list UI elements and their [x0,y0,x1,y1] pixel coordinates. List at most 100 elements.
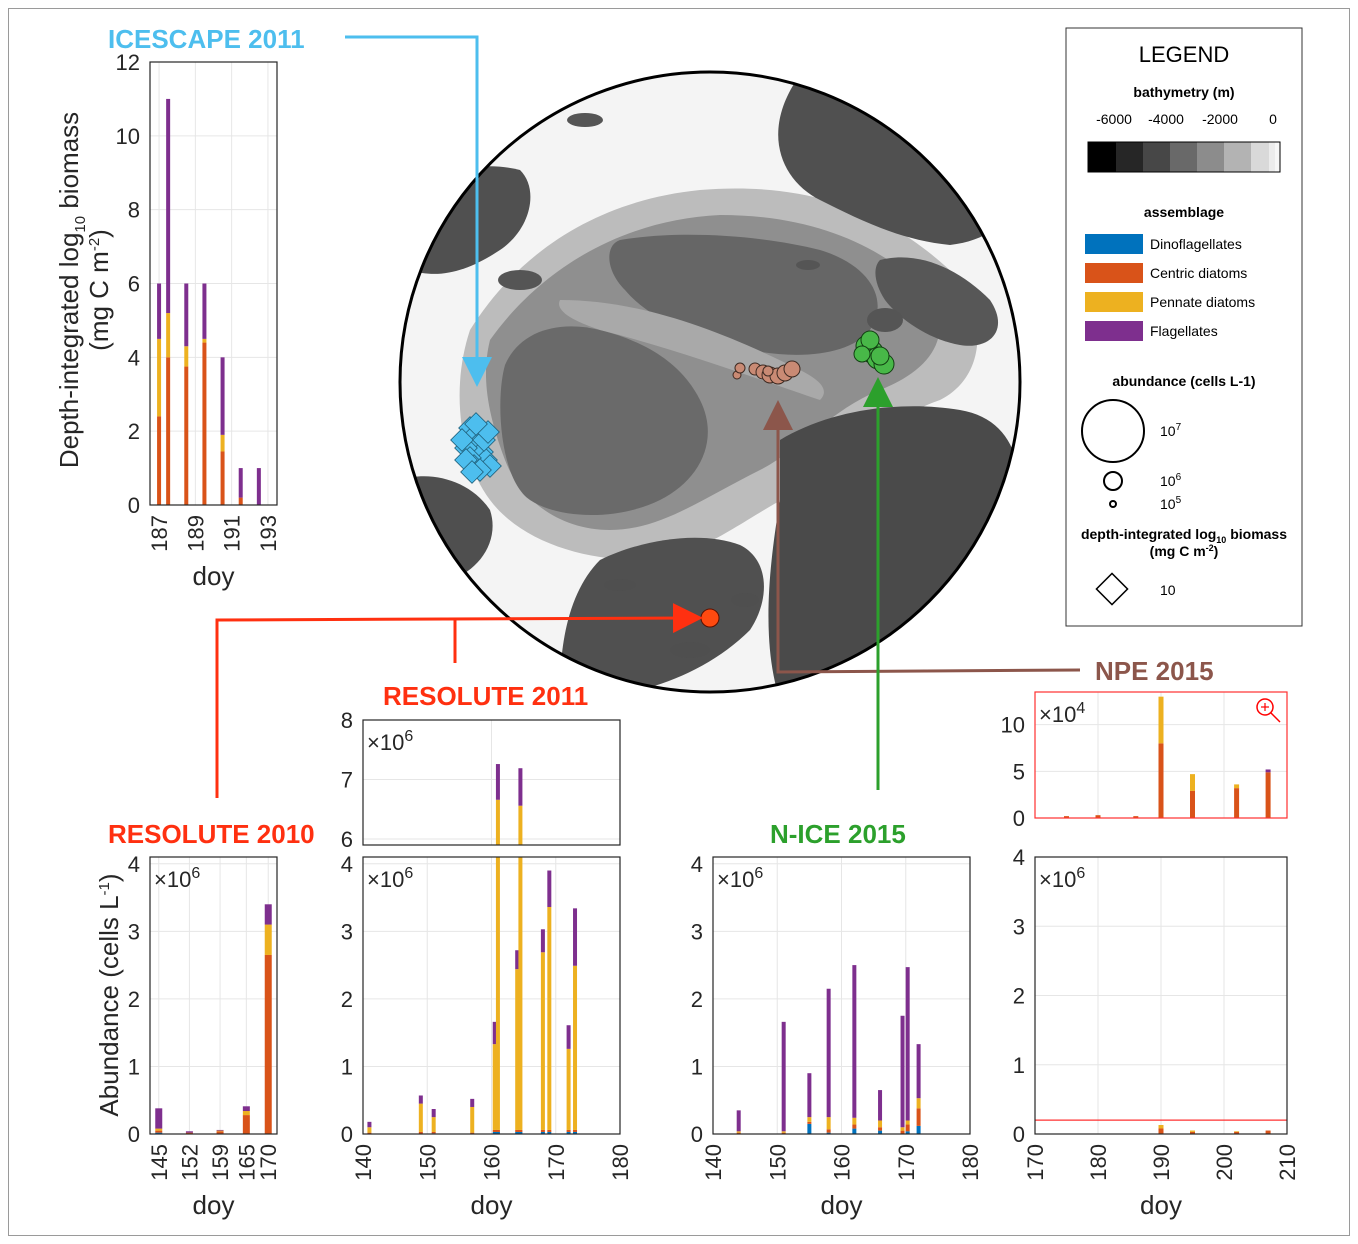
legend-box: LEGEND bathymetry (m) -6000 -4000 -2000 … [1065,27,1303,627]
abundance-value-1e7: 107 [1160,422,1182,439]
y-tick-label: 4 [128,345,140,370]
biomass-y-label-2: (mg C m-2) [84,229,114,351]
title-resolute-2010: RESOLUTE 2010 [108,819,315,849]
chart-resolute2011: 6 7 8 ×106 0 1 2 3 4 140 150 160 170 180 doy ×106 [341,708,633,1220]
bar-segment [852,1117,857,1125]
y-tick-label: 8 [128,198,140,223]
legend-title: LEGEND [1139,42,1229,67]
title-icescape: ICESCAPE 2011 [108,24,305,54]
nice-station-marker [870,346,890,366]
x-tick-label: 189 [183,515,208,552]
arctic-map [398,70,1022,694]
bathy-tick-6000: -6000 [1096,111,1132,127]
bar-segment [492,1131,497,1134]
axes-frame [149,856,278,1135]
x-tick-label: 150 [765,1144,790,1181]
bar-segment [1158,1128,1164,1134]
bar-segment [1190,1130,1195,1132]
bar-segment [1265,1130,1271,1134]
abundance-y-label: Abundance (cells L-1) [94,873,124,1116]
y-tick-label: 4 [341,852,353,877]
y-multiplier: ×106 [717,865,763,892]
bar-segment [540,1131,545,1134]
legend-item-flagellates: Flagellates [1150,323,1218,339]
bar-segment [518,1129,523,1132]
x-tick-label: 150 [415,1144,440,1181]
connector-arrows [215,35,1081,798]
legend-bathymetry-label: bathymetry (m) [1133,84,1234,100]
bar-segment [1265,772,1271,818]
bar-segment [495,857,500,1130]
bar-segment [495,799,500,845]
bar-segment [242,1115,250,1134]
bar-segment [515,1131,520,1134]
y-tick-label: 0 [691,1122,703,1147]
island-2 [567,113,603,127]
bar-segment [826,1132,831,1134]
y-tick-label: 1 [1013,1053,1025,1078]
icescape-arrow [345,35,492,387]
x-tick-label: 170 [544,1144,569,1181]
npe-arrow [763,400,1081,674]
bar-segment [547,1131,552,1134]
station-markers [450,330,895,628]
bar-segment [1234,1131,1240,1132]
bar-segment [264,954,272,1134]
bar-segment [495,764,500,800]
bar-segment [1190,1131,1195,1134]
bar-segment [157,338,162,417]
y-tick-label: 10 [116,124,140,149]
x-tick-label: 160 [480,1144,505,1181]
bar-segment [573,1131,578,1134]
bar-segment [166,357,171,505]
bar-segment [470,1106,475,1133]
bar-segment [202,283,207,339]
x-tick-label: 193 [256,515,281,552]
y-multiplier: ×104 [1039,700,1085,727]
bar-segment [220,451,225,505]
y-tick-label: 7 [341,768,353,793]
bar-segment [492,1129,497,1132]
bar-segment [367,1132,372,1134]
bar-segment [878,1130,883,1134]
abundance-value-1e5: 105 [1160,495,1182,512]
y-tick-label: 0 [128,1122,140,1147]
legend-assemblage-label: assemblage [1144,204,1224,220]
bar-segment [495,1129,500,1132]
bar-segment [781,1021,786,1132]
bar-segment [916,1108,921,1126]
bar-segment [220,434,225,452]
x-axis-label: doy [193,1190,235,1220]
swatch-flagellates [1085,321,1143,341]
chart-icescape: 0 2 4 6 8 10 12 187 189 191 193 doy [116,50,281,591]
bar-segment [736,1131,741,1133]
bar-segment [916,1098,921,1109]
resolute-arrow [215,603,703,798]
bar-segment [1158,1124,1164,1129]
bar-segment [807,1123,812,1134]
bar-segment [518,1131,523,1134]
bar-segment [242,1111,250,1116]
y-tick-label: 0 [128,493,140,518]
x-tick-label: 160 [830,1144,855,1181]
bar-segment [547,906,552,1130]
bar-segment [566,1025,571,1049]
bar-segment [905,1120,910,1125]
bar-segment [1064,816,1069,818]
zoom-in-icon[interactable] [1256,698,1274,716]
bar-segment [155,1130,163,1133]
bar-segment [216,1131,224,1134]
chart-npe: 0 1 2 3 4 170 180 190 200 210 doy ×106 [1013,845,1300,1220]
npe-station-marker [762,365,774,377]
bar-segment [878,1120,883,1128]
x-tick-label: 170 [256,1144,281,1181]
bar-segment [184,283,189,347]
x-axis-label: doy [193,561,235,591]
bathymetry-colorbar [1087,141,1281,173]
bar-segment [807,1073,812,1118]
bar-segment [807,1121,812,1124]
x-tick-label: 180 [608,1144,633,1181]
icescape-station-marker [450,428,474,452]
